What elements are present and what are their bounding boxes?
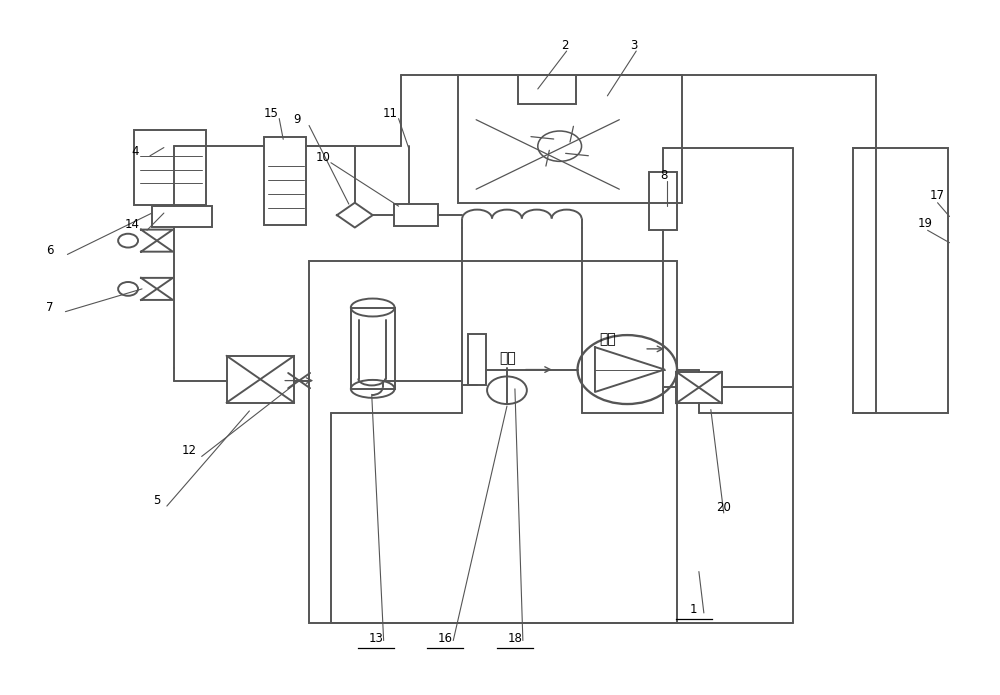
Bar [518, 75, 576, 104]
Text: 8: 8 [660, 169, 668, 181]
Text: 10: 10 [316, 152, 330, 165]
Text: 5: 5 [153, 494, 161, 507]
Text: 2: 2 [561, 39, 568, 52]
Bar [649, 172, 677, 230]
Text: 16: 16 [438, 632, 453, 645]
Bar [458, 75, 682, 203]
Bar [152, 206, 212, 227]
Text: 18: 18 [507, 632, 522, 645]
Text: 吸气: 吸气 [500, 351, 516, 365]
Text: 4: 4 [131, 145, 139, 158]
Text: 20: 20 [716, 501, 731, 514]
Bar [676, 372, 722, 403]
Bar [468, 334, 486, 386]
Text: 排气: 排气 [599, 332, 616, 346]
Bar [227, 356, 294, 402]
Text: 12: 12 [181, 444, 196, 457]
Text: 3: 3 [631, 39, 638, 52]
Bar [309, 261, 677, 623]
Bar [264, 137, 306, 225]
Text: 19: 19 [918, 217, 933, 230]
Text: 9: 9 [293, 113, 301, 126]
Bar [134, 131, 206, 205]
Text: 7: 7 [46, 301, 53, 314]
Text: 17: 17 [930, 189, 945, 202]
Bar [853, 147, 948, 413]
Text: 6: 6 [46, 245, 53, 257]
Bar [351, 307, 395, 389]
Text: 13: 13 [368, 632, 383, 645]
Text: 14: 14 [125, 218, 140, 231]
Text: 15: 15 [264, 106, 279, 120]
Text: 1: 1 [690, 603, 698, 616]
Bar [394, 204, 438, 226]
Text: 11: 11 [383, 106, 398, 120]
